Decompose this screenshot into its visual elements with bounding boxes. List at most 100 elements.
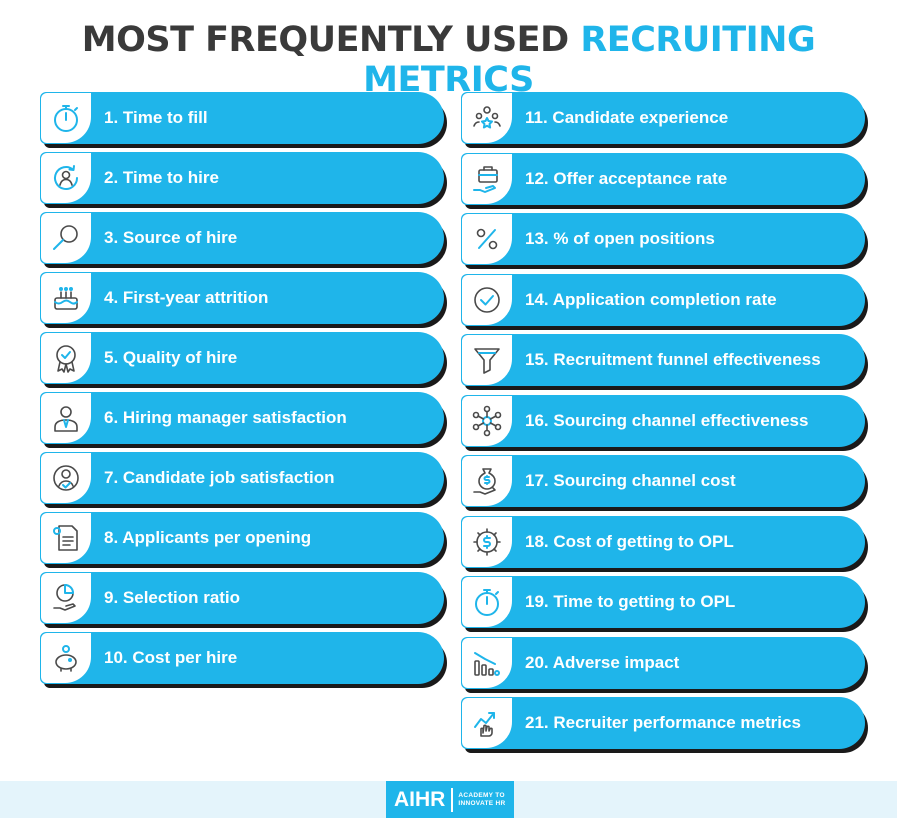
metric-item: 2. Time to hire (40, 152, 447, 208)
metric-bar: 6. Hiring manager satisfaction (40, 392, 444, 444)
metric-item: 18. Cost of getting to OPL (461, 515, 868, 572)
metric-label: 14. Application completion rate (525, 289, 777, 309)
metric-label: 5. Quality of hire (104, 348, 238, 367)
metric-label: 20. Adverse impact (525, 652, 680, 672)
piggy-bank-icon (55, 645, 77, 672)
metric-item: 14. Application completion rate (461, 273, 868, 330)
metric-icon-box (462, 93, 512, 143)
logo-mark: AIHR (386, 787, 454, 812)
metric-bar: 15. Recruitment funnel effectiveness (461, 334, 865, 386)
metric-label: 19. Time to getting to OPL (525, 592, 736, 611)
metric-label: 3. Source of hire (104, 228, 238, 247)
metric-item: 19. Time to getting to OPL (461, 576, 868, 632)
manager-icon (54, 406, 78, 432)
metric-bar: 4. First-year attrition (40, 272, 444, 324)
metric-bar: 3. Source of hire (40, 212, 444, 264)
metric-icon-box (462, 395, 512, 446)
metric-bar: 20. Adverse impact (461, 636, 865, 689)
metric-icon-box (41, 153, 91, 203)
percent-icon (476, 228, 498, 250)
network-icon (472, 405, 502, 436)
metric-label: 9. Selection ratio (104, 588, 241, 607)
metric-item: 16. Sourcing channel effectiveness (461, 394, 868, 451)
metric-icon-box (41, 453, 91, 503)
metric-icon-box (41, 513, 91, 563)
metric-label: 8. Applicants per opening (104, 528, 312, 547)
aihr-logo: AIHR ACADEMY TO INNOVATE HR (386, 781, 514, 818)
metric-item: 3. Source of hire (40, 212, 447, 268)
metric-bar: 10. Cost per hire (40, 632, 444, 684)
metric-bar: 7. Candidate job satisfaction (40, 452, 444, 504)
page-title: MOST FREQUENTLY USED RECRUITING METRICS (0, 20, 897, 100)
metric-icon-box (41, 213, 91, 263)
logo-tagline-line2: INNOVATE HR (458, 799, 506, 807)
metric-item: 6. Hiring manager satisfaction (40, 392, 447, 448)
metric-item: 1. Time to fill (40, 92, 447, 148)
metric-label: 6. Hiring manager satisfaction (104, 408, 347, 427)
metric-label: 1. Time to fill (104, 108, 208, 127)
metric-item: 11. Candidate experience (461, 92, 868, 148)
title-part-dark: MOST FREQUENTLY USED (81, 20, 581, 60)
metric-label: 4. First-year attrition (104, 288, 269, 307)
resume-document-icon (53, 525, 78, 551)
metric-bar: 9. Selection ratio (40, 572, 444, 624)
metric-label: 7. Candidate job satisfaction (104, 468, 335, 487)
metric-item: 5. Quality of hire (40, 332, 447, 388)
metric-icon-box (462, 577, 512, 627)
metric-item: 10. Cost per hire (40, 632, 447, 688)
metric-bar: 5. Quality of hire (40, 332, 444, 384)
metric-label: 12. Offer acceptance rate (525, 168, 728, 188)
money-bag-hand-icon (473, 468, 496, 495)
birthday-cake-icon (54, 287, 78, 310)
metric-item: 12. Offer acceptance rate (461, 152, 868, 209)
metric-icon-box (41, 273, 91, 323)
metric-bar: 11. Candidate experience (461, 92, 865, 144)
metric-label: 15. Recruitment funnel effectiveness (525, 350, 821, 369)
metric-item: 7. Candidate job satisfaction (40, 452, 447, 508)
metric-label: 2. Time to hire (104, 168, 219, 187)
funnel-icon (474, 348, 500, 374)
metric-label: 18. Cost of getting to OPL (525, 531, 734, 551)
people-stars-icon (473, 106, 501, 129)
magnifier-icon (53, 225, 78, 250)
metric-bar: 19. Time to getting to OPL (461, 576, 865, 628)
briefcase-hand-icon (473, 165, 498, 193)
metric-icon-box (462, 698, 512, 748)
metric-item: 17. Sourcing channel cost (461, 455, 868, 511)
metric-item: 21. Recruiter performance metrics (461, 697, 868, 753)
metric-bar: 13. % of open positions (461, 213, 865, 265)
metric-item: 13. % of open positions (461, 213, 868, 269)
title-part-accent: RECRUITING METRICS (363, 20, 816, 100)
metric-bar: 8. Applicants per opening (40, 512, 444, 564)
stopwatch-icon (475, 589, 499, 616)
metric-bar: 21. Recruiter performance metrics (461, 697, 865, 749)
metric-item: 20. Adverse impact (461, 636, 868, 693)
metric-item: 15. Recruitment funnel effectiveness (461, 334, 868, 390)
metric-item: 4. First-year attrition (40, 272, 447, 328)
metric-icon-box (462, 456, 512, 506)
trend-hand-icon (474, 712, 495, 737)
pie-hand-icon (53, 584, 76, 611)
metric-label: 10. Cost per hire (104, 648, 238, 667)
metric-label: 13. % of open positions (525, 229, 715, 248)
metric-label: 16. Sourcing channel effectiveness (525, 410, 809, 430)
logo-tagline: ACADEMY TO INNOVATE HR (453, 792, 505, 808)
metric-bar: 14. Application completion rate (461, 273, 865, 326)
metric-icon-box (462, 637, 512, 688)
metric-item: 8. Applicants per opening (40, 512, 447, 568)
metric-item: 9. Selection ratio (40, 572, 447, 628)
metric-bar: 2. Time to hire (40, 152, 444, 204)
check-circle-icon (474, 286, 500, 313)
metric-label: 11. Candidate experience (525, 108, 729, 127)
metric-icon-box (462, 214, 512, 264)
metric-icon-box (462, 516, 512, 567)
metric-icon-box (462, 335, 512, 385)
user-check-icon (53, 465, 79, 491)
logo-tagline-line1: ACADEMY TO (458, 791, 505, 799)
metric-bar: 18. Cost of getting to OPL (461, 515, 865, 568)
award-ribbon-icon (56, 345, 76, 373)
metric-icon-box (41, 573, 91, 623)
metric-icon-box (462, 153, 512, 204)
metric-bar: 1. Time to fill (40, 92, 444, 144)
metric-bar: 12. Offer acceptance rate (461, 152, 865, 205)
